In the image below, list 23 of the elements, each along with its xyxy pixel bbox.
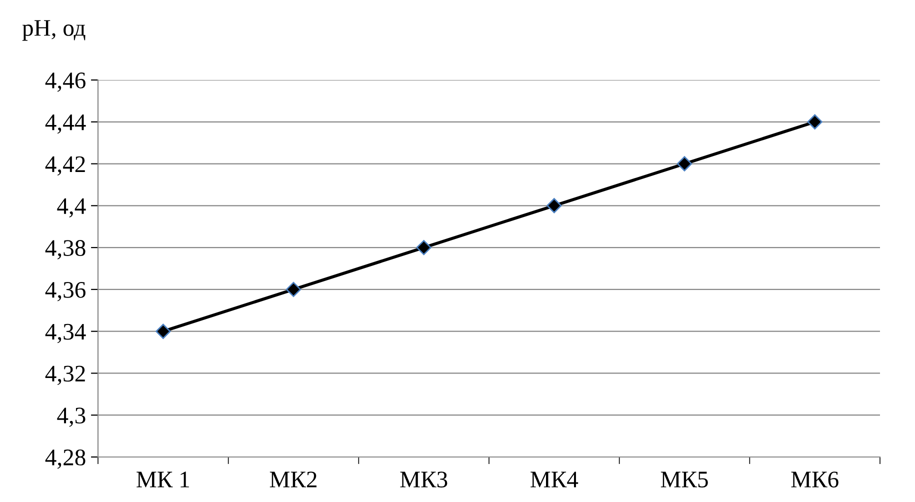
point [676, 156, 692, 172]
point [807, 114, 822, 130]
point [286, 282, 302, 298]
y-tick-label: 4,36 [45, 282, 86, 302]
x-tick-label: МК5 [660, 472, 708, 488]
y-tick-label: 4,3 [57, 408, 86, 427]
point [546, 198, 562, 214]
y-tick-label: 4,28 [45, 449, 86, 469]
point [416, 240, 432, 256]
y-tick-label: 4,44 [45, 114, 86, 134]
x-tick-label: МК6 [791, 472, 838, 488]
y-tick-label: 4,34 [45, 324, 86, 344]
y-tick-label: 4,32 [45, 366, 85, 386]
y-tick-label: 4,4 [57, 198, 86, 218]
x-tick-label: МК3 [400, 472, 448, 488]
y-tick-label: 4,38 [45, 240, 86, 260]
x-tick-label: МК 1 [136, 472, 189, 488]
y-axis-title: pH, од [22, 20, 86, 41]
y-tick-label: 4,42 [45, 156, 85, 176]
y-tick-label: 4,46 [45, 72, 86, 92]
point [156, 324, 171, 339]
x-tick-label: МК2 [270, 472, 316, 488]
x-tick-label: МК4 [530, 472, 578, 488]
